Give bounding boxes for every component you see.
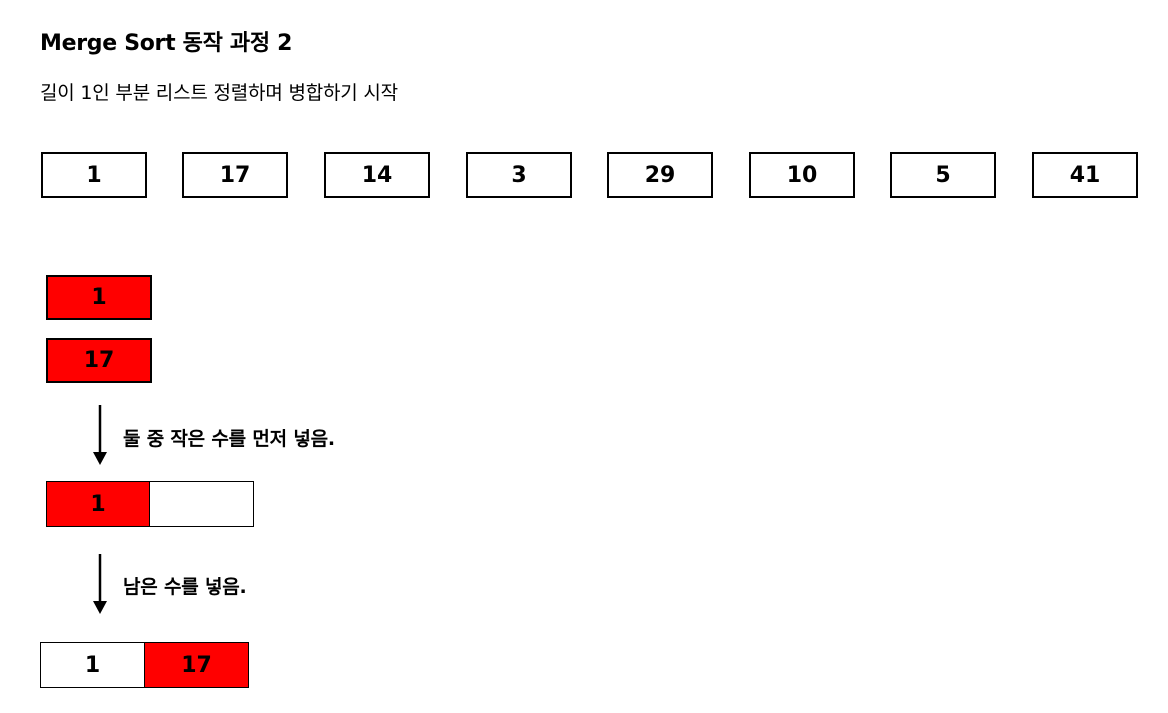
page-subtitle: 길이 1인 부분 리스트 정렬하며 병합하기 시작 [40, 82, 398, 104]
page-title: Merge Sort 동작 과정 2 [40, 31, 293, 56]
merged-cell: 1 [46, 481, 150, 527]
array-cell: 29 [607, 152, 713, 198]
merged-cell: 17 [145, 642, 249, 688]
step2-merged-list: 1 17 [40, 642, 249, 688]
array-cell: 5 [890, 152, 996, 198]
array-cell: 3 [466, 152, 572, 198]
merged-cell: 1 [40, 642, 145, 688]
array-cell: 1 [41, 152, 147, 198]
down-arrow-icon [93, 405, 107, 465]
array-cell: 14 [324, 152, 430, 198]
step2-label: 남은 수를 넣음. [123, 576, 247, 598]
sublist-left: 1 [46, 275, 152, 320]
step1-label: 둘 중 작은 수를 먼저 넣음. [123, 428, 335, 450]
down-arrow-icon [93, 554, 107, 614]
sublist-right: 17 [46, 338, 152, 383]
array-cell: 41 [1032, 152, 1138, 198]
step1-merged-list: 1 [46, 481, 254, 527]
merged-cell-empty [150, 481, 254, 527]
array-cell: 10 [749, 152, 855, 198]
array-cell: 17 [182, 152, 288, 198]
